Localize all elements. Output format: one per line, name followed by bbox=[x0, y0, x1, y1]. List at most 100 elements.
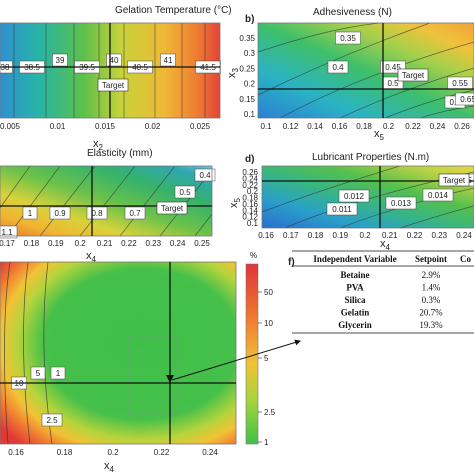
panel-d-x-tick: 0.23 bbox=[431, 231, 447, 240]
panel-a-title: Gelation Temperature (°C) bbox=[115, 5, 232, 16]
panel-b-contour-label: 0.5 bbox=[387, 79, 399, 88]
panel-e-contour-labels: 10512.5 bbox=[11, 366, 66, 427]
panel-d-contour-label: 0.011 bbox=[332, 205, 352, 214]
panel-d-y-tick: 0.14 bbox=[242, 206, 258, 215]
panel-c-x-tick: 0.23 bbox=[145, 239, 161, 248]
panel-c-x-tick: 0.25 bbox=[194, 239, 210, 248]
panel-d-ylabel: x5 bbox=[228, 198, 242, 209]
panel-e-x-tick: 0.24 bbox=[202, 448, 218, 457]
panel-d-y-tick: 0.26 bbox=[242, 168, 258, 177]
panel-d-x-tick: 0.18 bbox=[308, 231, 324, 240]
panel-d-contour-label-box bbox=[422, 188, 454, 202]
panel-c-contour-label: 0.9 bbox=[54, 209, 66, 218]
panel-c-contour-label-box bbox=[49, 206, 71, 220]
panel-c-x-tick: 0.21 bbox=[97, 239, 113, 248]
panel-b-contour-label: 0.4 bbox=[332, 63, 344, 72]
table-cell-setpoint: 2.9% bbox=[422, 270, 441, 280]
panel-a-xlabel: x2 bbox=[93, 138, 104, 152]
panel-e-x-tick: 0.16 bbox=[8, 448, 24, 457]
panel-c-contour-label: 1.1 bbox=[1, 228, 13, 237]
table-cell-setpoint: 0.3% bbox=[422, 295, 441, 305]
panel-e-surface bbox=[0, 262, 236, 444]
panel-b-x-tick: 0.12 bbox=[283, 122, 299, 131]
panel-e-colorbar-ticks: 50 10 5 2.5 1 bbox=[258, 288, 276, 447]
panel-e-contour-label-box bbox=[30, 366, 46, 380]
panel-b-contour-label-box bbox=[335, 31, 361, 45]
panel-d-frame bbox=[261, 165, 474, 229]
table-cell-variable: Betaine bbox=[341, 270, 370, 280]
panel-e-contour-label: 5 bbox=[36, 369, 41, 378]
panel-d-y-tick: 0.2 bbox=[247, 187, 259, 196]
panel-e-colorbar-tick: 10 bbox=[264, 319, 273, 328]
table-header-cell: Independent Variable bbox=[313, 254, 396, 264]
panel-d-title: Lubricant Properties (N.m) bbox=[312, 152, 429, 163]
panel-b-x-tick: 0.2 bbox=[383, 122, 395, 131]
panel-e-colorbar-tick: 50 bbox=[264, 288, 273, 297]
svg-text:Target: Target bbox=[161, 204, 184, 213]
panel-e-contour-label: 2.5 bbox=[46, 416, 58, 425]
panel-b-title: Adhesiveness (N) bbox=[313, 7, 392, 18]
panel-c-xlabel: x4 bbox=[86, 250, 97, 264]
panel-d-contour-label: 0.012 bbox=[344, 192, 365, 201]
panel-f: f) Independent Variable Setpoint Co Betaine… bbox=[288, 250, 474, 334]
panel-d-letter: d) bbox=[245, 154, 254, 165]
panel-a-x-tick: 0.025 bbox=[190, 122, 211, 131]
table-cell-setpoint: 19.3% bbox=[419, 320, 443, 330]
panel-b-contour-labels: 0.350.4 0.450.5 0.550.6 0.65 bbox=[327, 31, 474, 109]
panel-b-xlabel: x5 bbox=[374, 128, 385, 142]
table-cell-variable: Gelatin bbox=[341, 308, 370, 318]
panel-d-x-tick: 0.17 bbox=[283, 231, 299, 240]
panel-c-x-tick: 0.18 bbox=[24, 239, 40, 248]
panel-d-xlabel: x4 bbox=[380, 238, 391, 252]
panel-e-colorbar-tick: 2.5 bbox=[264, 408, 276, 417]
panel-c-x-tick: 0.19 bbox=[48, 239, 64, 248]
panel-d-y-tick: 0.22 bbox=[242, 181, 258, 190]
panel-d-y-tick: 0.16 bbox=[242, 200, 258, 209]
panel-b-x-tick: 0.26 bbox=[454, 122, 470, 131]
panel-c-contour-label-box bbox=[174, 185, 196, 199]
panel-e-contour-label-box bbox=[41, 413, 63, 427]
panel-f-letter: f) bbox=[288, 257, 295, 268]
panel-d-x-tick: 0.2 bbox=[359, 231, 371, 240]
panel-e-x-tick: 0.22 bbox=[154, 448, 170, 457]
panel-d-x-tick: 0.16 bbox=[258, 231, 274, 240]
table-cell-variable: Glycerin bbox=[338, 320, 372, 330]
panel-b-contour-label: 0.45 bbox=[385, 63, 401, 72]
panel-a: Gelation Temperature (°C) 3838.53939.540… bbox=[0, 5, 232, 152]
panel-e: 10 5 1 2.5 0.16 0.18 0.2 0.22 0.24 x4 % 50 10 5 2.… bbox=[0, 251, 301, 474]
panel-c: Elasticity (mm) 1.1 1 0.9 0.8 0.7 0.5 0.4 Targ… bbox=[0, 148, 216, 264]
panel-b-y-tick: 0.1 bbox=[244, 110, 256, 119]
panel-b-contour-label: 0.35 bbox=[340, 34, 356, 43]
panel-b-y-tick: 0.2 bbox=[244, 80, 256, 89]
panel-e-contour-label: 1 bbox=[56, 369, 61, 378]
panel-b-target-box: Target bbox=[397, 68, 429, 82]
panel-b-contours bbox=[257, 22, 474, 119]
table-header-cell: Setpoint bbox=[415, 254, 447, 264]
panel-a-x-tick: 0.005 bbox=[0, 122, 21, 131]
panel-c-x-tick: 0.24 bbox=[170, 239, 186, 248]
table-cell-variable: PVA bbox=[346, 283, 364, 293]
panel-f-table: Independent Variable Setpoint Co Betaine 2.9… bbox=[292, 250, 474, 334]
panel-b: b) Adhesiveness (N) 0.35 0.4 0.45 0.5 0.55 0.… bbox=[226, 7, 474, 142]
panel-c-frame bbox=[0, 165, 213, 237]
panel-c-x-tick: 0.17 bbox=[0, 239, 15, 248]
panel-b-y-tick: 0.3 bbox=[244, 49, 256, 58]
panel-a-contour-label-box bbox=[160, 53, 176, 67]
panel-c-contour-label: 0.7 bbox=[129, 209, 141, 218]
panel-d-contour-label: 0.013 bbox=[391, 199, 412, 208]
panel-b-letter: b) bbox=[245, 14, 254, 25]
panel-d-x-tick: 0.19 bbox=[332, 231, 348, 240]
panel-c-contour-label-box bbox=[194, 168, 216, 182]
panel-e-target-marker bbox=[166, 375, 174, 383]
panel-c-contour-label: 1 bbox=[28, 209, 33, 218]
panel-d-y-tick: 0.24 bbox=[242, 174, 258, 183]
panel-d-target-box: Target bbox=[438, 173, 470, 187]
panel-d-x-tick: 0.21 bbox=[382, 231, 398, 240]
panel-b-contour-label: 0.65 bbox=[460, 95, 474, 104]
panel-b-x-tick: 0.22 bbox=[405, 122, 421, 131]
panel-b-x-tick: 0.18 bbox=[356, 122, 372, 131]
panel-b-y-tick: 0.15 bbox=[239, 95, 255, 104]
panel-b-contour-label: 0.55 bbox=[452, 79, 468, 88]
panel-b-frame bbox=[257, 22, 474, 119]
